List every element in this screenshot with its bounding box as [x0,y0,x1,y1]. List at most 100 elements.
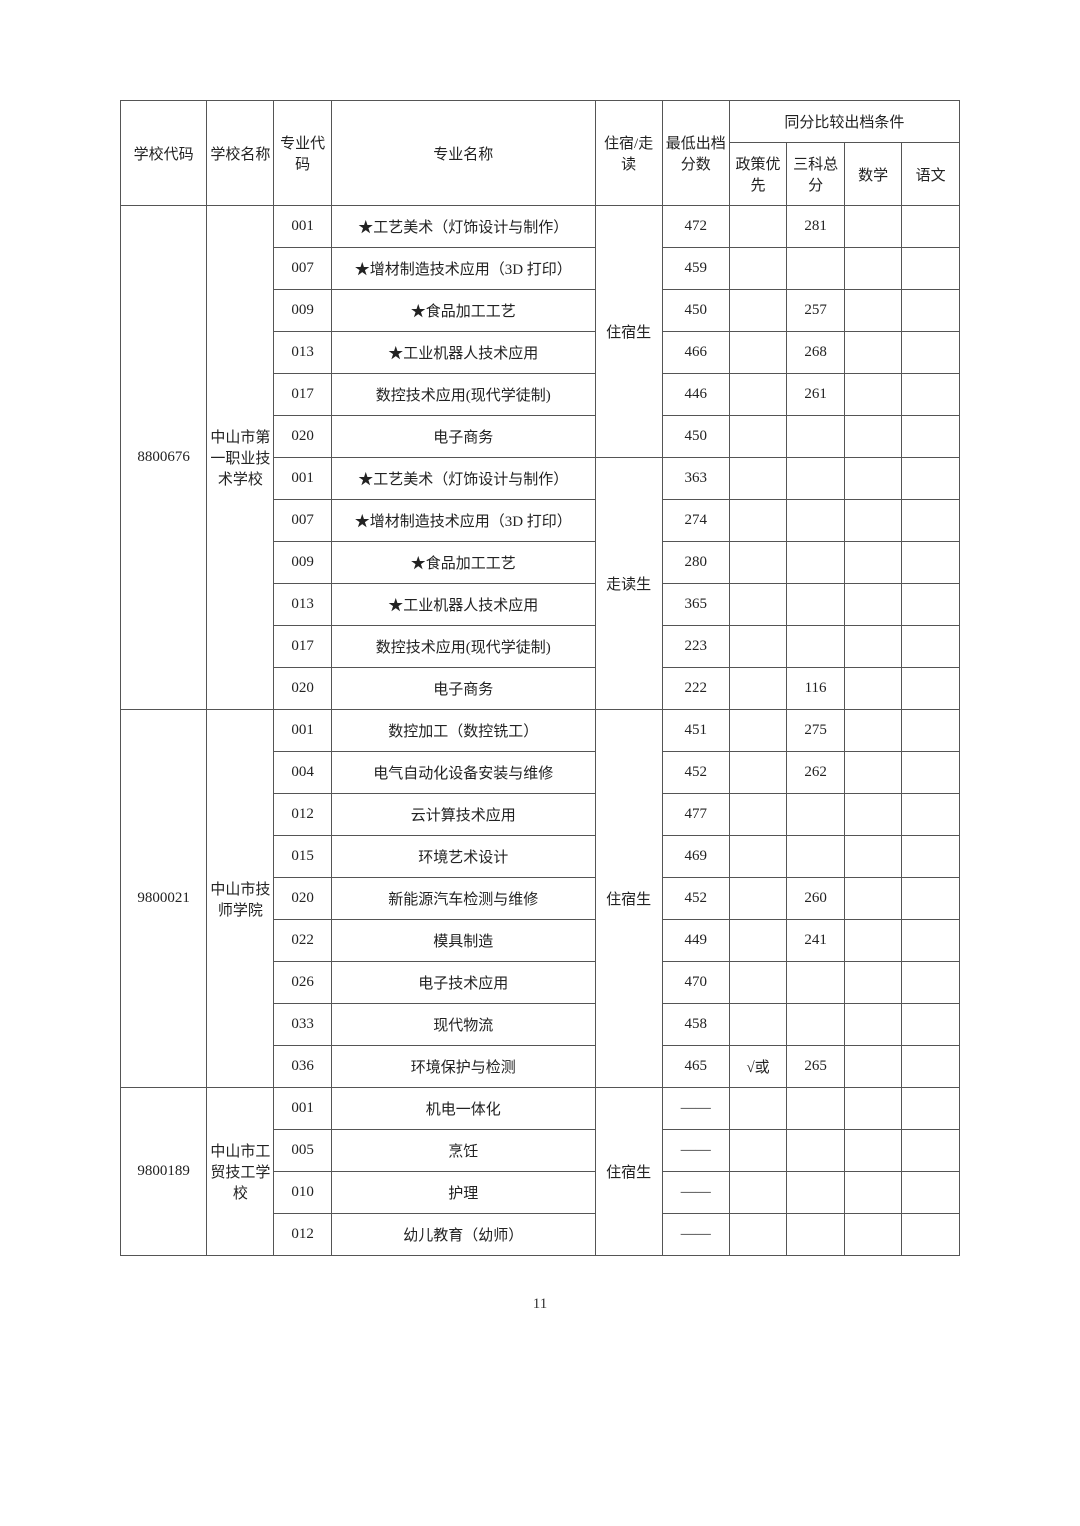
cell-major-code: 001 [274,710,332,752]
cell-major-code: 009 [274,542,332,584]
cell-major-name: 电气自动化设备安装与维修 [331,752,595,794]
cell-sanke [787,794,845,836]
cell-major-name: 机电一体化 [331,1088,595,1130]
cell-chinese [902,794,960,836]
cell-score: 470 [662,962,729,1004]
cell-math [844,626,902,668]
cell-policy [729,836,787,878]
cell-major-name: ★食品加工工艺 [331,290,595,332]
cell-math [844,668,902,710]
cell-sanke [787,962,845,1004]
cell-major-name: ★工艺美术（灯饰设计与制作） [331,206,595,248]
cell-chinese [902,752,960,794]
header-chinese: 语文 [902,143,960,206]
cell-major-name: ★工业机器人技术应用 [331,584,595,626]
cell-major-code: 017 [274,626,332,668]
cell-major-name: 数控技术应用(现代学徒制) [331,626,595,668]
cell-score: 446 [662,374,729,416]
cell-policy [729,1004,787,1046]
cell-stay-type: 住宿生 [595,710,662,1088]
cell-chinese [902,1130,960,1172]
cell-school-code: 8800676 [121,206,207,710]
table-row: 9800021中山市技师学院001数控加工（数控铣工）住宿生451275 [121,710,960,752]
cell-math [844,1130,902,1172]
cell-chinese [902,1172,960,1214]
cell-major-code: 020 [274,878,332,920]
cell-major-name: 电子技术应用 [331,962,595,1004]
cell-major-code: 001 [274,458,332,500]
header-school-name: 学校名称 [207,101,274,206]
cell-chinese [902,500,960,542]
cell-policy [729,248,787,290]
cell-major-name: 环境艺术设计 [331,836,595,878]
cell-math [844,458,902,500]
cell-sanke: 268 [787,332,845,374]
cell-policy [729,752,787,794]
admission-table: 学校代码 学校名称 专业代码 专业名称 住宿/走读 最低出档分数 同分比较出档条… [120,100,960,1256]
cell-policy [729,1214,787,1256]
cell-math [844,1004,902,1046]
cell-major-code: 013 [274,584,332,626]
cell-major-name: 电子商务 [331,416,595,458]
cell-chinese [902,626,960,668]
cell-major-name: ★工业机器人技术应用 [331,332,595,374]
header-major-name: 专业名称 [331,101,595,206]
cell-sanke [787,248,845,290]
cell-math [844,416,902,458]
cell-score: 459 [662,248,729,290]
cell-sanke [787,1130,845,1172]
cell-score: 466 [662,332,729,374]
cell-score: 280 [662,542,729,584]
cell-policy [729,584,787,626]
cell-score: 458 [662,1004,729,1046]
cell-sanke [787,416,845,458]
cell-sanke: 262 [787,752,845,794]
cell-major-name: 现代物流 [331,1004,595,1046]
cell-math [844,710,902,752]
cell-policy [729,500,787,542]
cell-score: 223 [662,626,729,668]
cell-chinese [902,962,960,1004]
cell-major-code: 001 [274,206,332,248]
cell-major-code: 036 [274,1046,332,1088]
cell-policy [729,626,787,668]
cell-math [844,1214,902,1256]
header-sanke: 三科总分 [787,143,845,206]
cell-school-code: 9800189 [121,1088,207,1256]
cell-score: 451 [662,710,729,752]
cell-stay-type: 住宿生 [595,206,662,458]
cell-math [844,1088,902,1130]
cell-sanke [787,584,845,626]
cell-score: 449 [662,920,729,962]
cell-major-name: ★增材制造技术应用（3D 打印） [331,500,595,542]
cell-math [844,836,902,878]
cell-math [844,542,902,584]
cell-major-name: ★食品加工工艺 [331,542,595,584]
cell-major-code: 033 [274,1004,332,1046]
cell-major-code: 012 [274,1214,332,1256]
cell-sanke [787,836,845,878]
header-policy: 政策优先 [729,143,787,206]
cell-sanke [787,626,845,668]
table-row: 9800189中山市工贸技工学校001机电一体化住宿生—— [121,1088,960,1130]
cell-sanke: 281 [787,206,845,248]
cell-score: —— [662,1214,729,1256]
cell-policy [729,1130,787,1172]
cell-sanke: 261 [787,374,845,416]
cell-policy [729,962,787,1004]
cell-score: 452 [662,878,729,920]
cell-major-name: 数控技术应用(现代学徒制) [331,374,595,416]
cell-major-name: 烹饪 [331,1130,595,1172]
cell-chinese [902,710,960,752]
cell-major-code: 013 [274,332,332,374]
header-score: 最低出档分数 [662,101,729,206]
cell-score: 465 [662,1046,729,1088]
cell-major-code: 017 [274,374,332,416]
cell-sanke [787,500,845,542]
cell-score: 365 [662,584,729,626]
cell-policy [729,332,787,374]
cell-major-code: 010 [274,1172,332,1214]
cell-major-code: 020 [274,668,332,710]
cell-chinese [902,248,960,290]
cell-chinese [902,1088,960,1130]
